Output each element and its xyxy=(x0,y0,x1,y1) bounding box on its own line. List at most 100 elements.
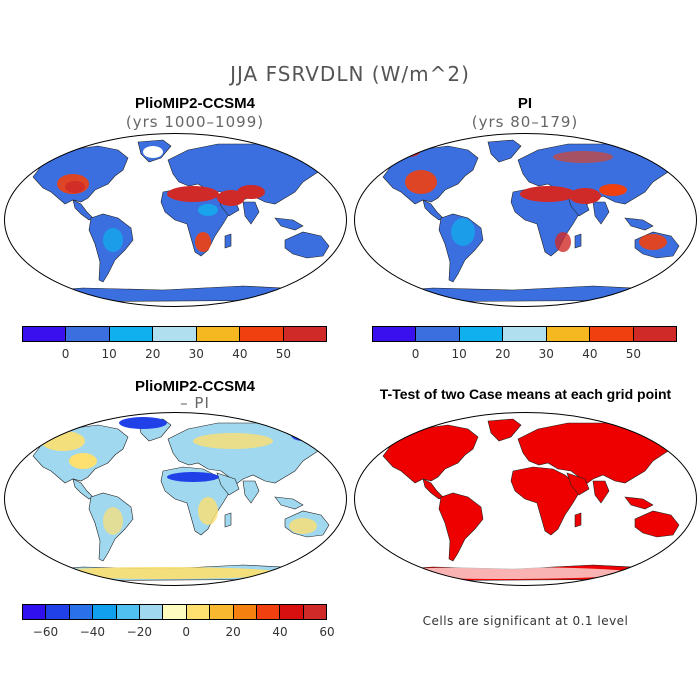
panel1-colorbar xyxy=(22,326,327,342)
colorbar-tick-label: 20 xyxy=(225,625,241,639)
colorbar-tick-label: 20 xyxy=(145,347,161,361)
field-region xyxy=(569,188,601,204)
panel1-colorbar-ticks: 0 10 20 30 40 50 xyxy=(22,347,327,363)
landmass xyxy=(216,472,240,496)
colorbar-tick-label: 0 xyxy=(182,625,191,639)
colorbar-swatch xyxy=(503,327,547,341)
colorbar-tick-label: 50 xyxy=(625,347,642,361)
landmass xyxy=(624,496,654,510)
colorbar-tick-label: 40 xyxy=(232,347,248,361)
field-region xyxy=(639,234,667,250)
map-boundary xyxy=(4,412,347,586)
colorbar-tick-label: −60 xyxy=(32,625,59,639)
landmass xyxy=(224,512,232,528)
figure-title: JJA FSRVDLN (W/m^2) xyxy=(230,62,470,86)
field-region xyxy=(195,232,211,252)
landmass xyxy=(574,512,582,528)
colorbar-swatch xyxy=(153,327,197,341)
significance-note: Cells are significant at 0.1 level xyxy=(422,614,629,628)
colorbar-swatch xyxy=(590,327,634,341)
landmass xyxy=(574,233,582,249)
landmass xyxy=(592,201,610,225)
panel2-colorbar-ticks: 0 10 20 30 40 50 xyxy=(372,347,677,363)
field-region xyxy=(451,218,475,246)
colorbar-swatch xyxy=(303,605,327,619)
field-region xyxy=(65,181,85,193)
colorbar-tick-label: 40 xyxy=(272,625,288,639)
field-region xyxy=(103,228,123,252)
field-region xyxy=(119,417,167,429)
field-region xyxy=(237,185,265,199)
panel4-title: T-Test of two Case means at each grid po… xyxy=(379,386,672,402)
landmass xyxy=(566,472,590,496)
map-boundary xyxy=(354,133,697,307)
colorbar-swatch xyxy=(283,327,326,341)
colorbar-swatch xyxy=(139,605,164,619)
colorbar-swatch xyxy=(186,605,211,619)
field-region xyxy=(405,170,437,194)
colorbar-tick-label: 50 xyxy=(275,347,292,361)
colorbar-swatch xyxy=(280,605,304,619)
field-region xyxy=(198,204,218,216)
colorbar-swatch xyxy=(163,605,187,619)
field-region xyxy=(396,147,420,157)
field-region xyxy=(289,518,317,534)
colorbar-tick-label: 0 xyxy=(61,347,70,361)
field-region xyxy=(193,433,273,449)
colorbar-swatch xyxy=(23,605,47,619)
field-region xyxy=(103,507,123,535)
panel1-title: PlioMIP2-CCSM4 xyxy=(134,95,255,112)
map-boundary xyxy=(354,412,697,586)
field-region xyxy=(373,567,633,579)
landmass xyxy=(510,466,580,536)
panel3-colorbar xyxy=(22,604,327,620)
landmass xyxy=(284,231,330,259)
colorbar-swatch xyxy=(66,327,110,341)
colorbar-swatch xyxy=(256,605,281,619)
colorbar-swatch xyxy=(240,327,284,341)
landmass xyxy=(438,492,484,562)
panel3-title: PlioMIP2-CCSM4 xyxy=(134,378,255,395)
colorbar-swatch xyxy=(459,327,504,341)
colorbar-swatch xyxy=(633,327,676,341)
colorbar-swatch xyxy=(233,605,257,619)
colorbar-tick-label: −40 xyxy=(79,625,106,639)
colorbar-tick-label: 20 xyxy=(495,347,511,361)
colorbar-tick-label: 60 xyxy=(319,625,335,639)
landmass xyxy=(634,510,680,538)
field-region xyxy=(69,453,97,469)
panel3-colorbar-ticks: −60 −40 −20 0 20 40 60 xyxy=(22,625,335,641)
colorbar-swatch xyxy=(210,605,234,619)
map-boundary xyxy=(4,133,347,307)
field-region xyxy=(555,232,571,252)
field-region xyxy=(291,429,315,441)
panel1-map xyxy=(4,133,347,307)
colorbar-swatch xyxy=(109,327,154,341)
colorbar-tick-label: 30 xyxy=(188,347,204,361)
colorbar-swatch xyxy=(416,327,460,341)
colorbar-swatch xyxy=(93,605,117,619)
panel2-map xyxy=(354,133,697,307)
field-region xyxy=(553,151,613,163)
colorbar-tick-label: 30 xyxy=(538,347,554,361)
colorbar-swatch xyxy=(116,605,140,619)
colorbar-tick-label: −20 xyxy=(126,625,152,639)
landmass xyxy=(592,480,610,504)
panel2-title: PI xyxy=(517,95,533,112)
field-region xyxy=(167,472,219,482)
panel2-colorbar xyxy=(372,326,677,342)
field-region xyxy=(198,497,218,525)
colorbar-tick-label: 10 xyxy=(451,347,467,361)
panel1-subtitle: (yrs 1000–1099) xyxy=(125,113,265,131)
colorbar-swatch xyxy=(373,327,417,341)
panel4-map xyxy=(354,412,697,586)
colorbar-swatch xyxy=(46,605,70,619)
colorbar-tick-label: 10 xyxy=(101,347,117,361)
colorbar-swatch xyxy=(546,327,591,341)
field-region xyxy=(520,186,576,202)
field-region xyxy=(43,567,283,579)
panel3-map xyxy=(4,412,347,586)
landmass xyxy=(624,217,654,231)
landmass xyxy=(242,480,260,504)
landmass xyxy=(382,424,479,484)
